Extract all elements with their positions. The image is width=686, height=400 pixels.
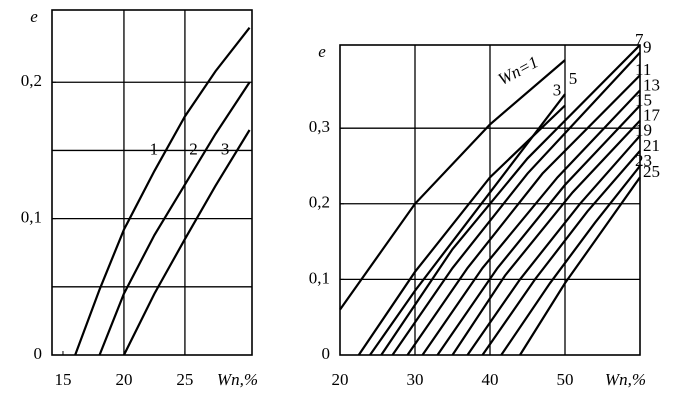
- curve-label: 21: [643, 136, 660, 155]
- curve-label: 3: [221, 139, 230, 158]
- curve: [339, 59, 566, 311]
- curve-label: 13: [643, 75, 660, 94]
- curve: [369, 93, 566, 356]
- curve: [380, 44, 641, 356]
- curve-label: 2: [189, 139, 198, 158]
- y-tick-label: 0: [34, 344, 43, 363]
- y-axis-label: e: [318, 42, 326, 61]
- curve: [466, 135, 641, 356]
- curve: [74, 27, 251, 356]
- curve: [451, 119, 641, 356]
- curve: [481, 150, 641, 356]
- x-tick-label: 25: [176, 370, 193, 389]
- y-tick-label: 0,2: [309, 193, 330, 212]
- x-tick-label: 20: [115, 370, 132, 389]
- x-tick-label: 20: [332, 370, 349, 389]
- x-tick-label: 40: [482, 370, 499, 389]
- curve-label: 5: [569, 69, 578, 88]
- curve: [122, 129, 251, 356]
- y-tick-label: 0,1: [21, 208, 42, 227]
- curve-label: 15: [635, 90, 652, 109]
- curve: [421, 89, 641, 356]
- x-axis-label: Wп,%: [217, 370, 258, 389]
- curve: [436, 104, 641, 356]
- curve-label: 1: [150, 139, 159, 158]
- curve-label: 3: [553, 80, 562, 99]
- curve: [391, 51, 641, 356]
- x-tick-label: 30: [407, 370, 424, 389]
- curve: [98, 81, 251, 356]
- y-tick-label: 0: [322, 344, 331, 363]
- curve-label: 11: [635, 60, 651, 79]
- x-axis-label: Wп,%: [605, 370, 646, 389]
- curve-label: 17: [643, 106, 661, 125]
- curve-label: 19: [635, 121, 652, 140]
- curve-label: 7: [635, 30, 644, 49]
- curve-label: 23: [635, 151, 652, 170]
- y-tick-label: 0,2: [21, 71, 42, 90]
- curve: [357, 104, 566, 356]
- curve-label: Wп=1: [495, 52, 542, 89]
- curve-label: 9: [643, 37, 652, 56]
- x-tick-label: 50: [557, 370, 574, 389]
- y-axis-label: e: [30, 7, 38, 26]
- y-tick-label: 0,1: [309, 268, 330, 287]
- y-tick-label: 0,3: [309, 117, 330, 136]
- curve-label: 25: [643, 162, 660, 181]
- x-tick-label: 15: [54, 370, 71, 389]
- plot-frame: [51, 9, 253, 356]
- curve: [500, 165, 641, 356]
- curve: [519, 176, 641, 356]
- curve: [406, 74, 641, 356]
